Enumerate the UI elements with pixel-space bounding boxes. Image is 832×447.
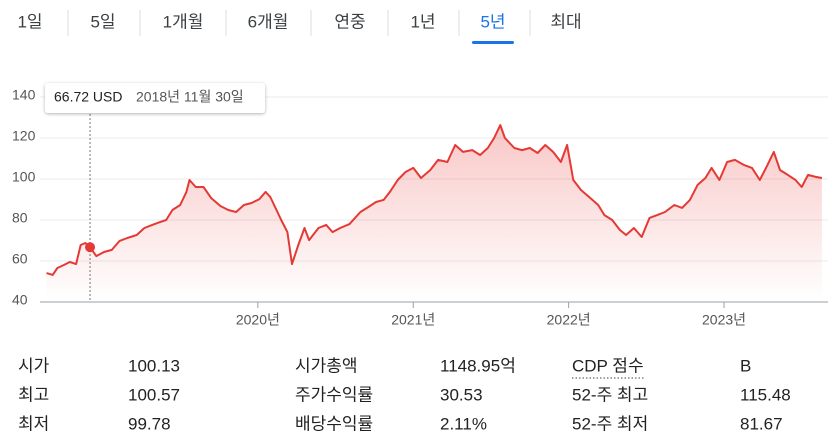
y-tick-label: 120 xyxy=(12,128,36,144)
tooltip-date: 2018년 11월 30일 xyxy=(136,89,244,105)
range-tab[interactable]: 연중 xyxy=(334,12,365,31)
stat-value: 100.57 xyxy=(128,385,180,404)
price-area xyxy=(46,125,822,302)
stat-label: 52-주 최고 xyxy=(572,385,648,404)
stat-label: 배당수익률 xyxy=(295,414,373,433)
range-tabs: 1일 5일 1개월 6개월 연중 1년 5년 최대 xyxy=(17,10,582,44)
stat-value: 1148.95억 xyxy=(440,356,516,375)
stat-value: 30.53 xyxy=(440,385,483,404)
stat-label: CDP 점수 xyxy=(572,356,644,375)
stat-value: 99.78 xyxy=(128,414,171,433)
stat-label: 최고 xyxy=(18,385,49,404)
stat-value: 81.67 xyxy=(740,414,783,433)
price-chart: 40 60 80 100 120 140 2020년 2021년 2022년 2023년 66.72… xyxy=(12,83,828,328)
range-tab[interactable]: 5일 xyxy=(90,12,115,31)
range-tab[interactable]: 6개월 xyxy=(248,12,289,31)
stat-label: 시가총액 xyxy=(295,356,358,375)
x-tick-label: 2022년 xyxy=(547,312,591,328)
range-tab[interactable]: 최대 xyxy=(550,12,581,31)
y-tick-label: 140 xyxy=(12,87,36,103)
y-tick-label: 100 xyxy=(12,169,36,185)
hover-point xyxy=(85,242,96,253)
y-tick-label: 80 xyxy=(12,210,28,226)
range-tab[interactable]: 1개월 xyxy=(163,12,204,31)
stat-value: 115.48 xyxy=(740,385,791,404)
stats-table: 시가 100.13 시가총액 1148.95억 CDP 점수 B 최고 100.57 주가수익률… xyxy=(18,356,791,433)
x-tick-label: 2021년 xyxy=(391,312,435,328)
y-tick-label: 40 xyxy=(12,292,28,308)
stat-label: 주가수익률 xyxy=(295,385,373,404)
stat-value: 100.13 xyxy=(128,356,180,375)
range-tab[interactable]: 1년 xyxy=(410,12,435,31)
stat-label: 52-주 최저 xyxy=(572,414,648,433)
stat-value: 2.11% xyxy=(440,414,487,433)
tooltip-box xyxy=(45,83,265,113)
stat-label: 최저 xyxy=(18,414,49,433)
range-tab[interactable]: 5년 xyxy=(480,12,505,31)
stat-label: 시가 xyxy=(18,356,50,375)
x-tick-label: 2023년 xyxy=(702,312,746,328)
stat-value: B xyxy=(740,356,751,375)
price-line xyxy=(46,124,823,276)
y-tick-label: 60 xyxy=(12,251,28,267)
active-tab-underline xyxy=(472,41,514,44)
tooltip-value: 66.72 USD xyxy=(54,89,122,105)
range-tab[interactable]: 1일 xyxy=(17,12,42,31)
x-tick-label: 2020년 xyxy=(236,312,280,328)
